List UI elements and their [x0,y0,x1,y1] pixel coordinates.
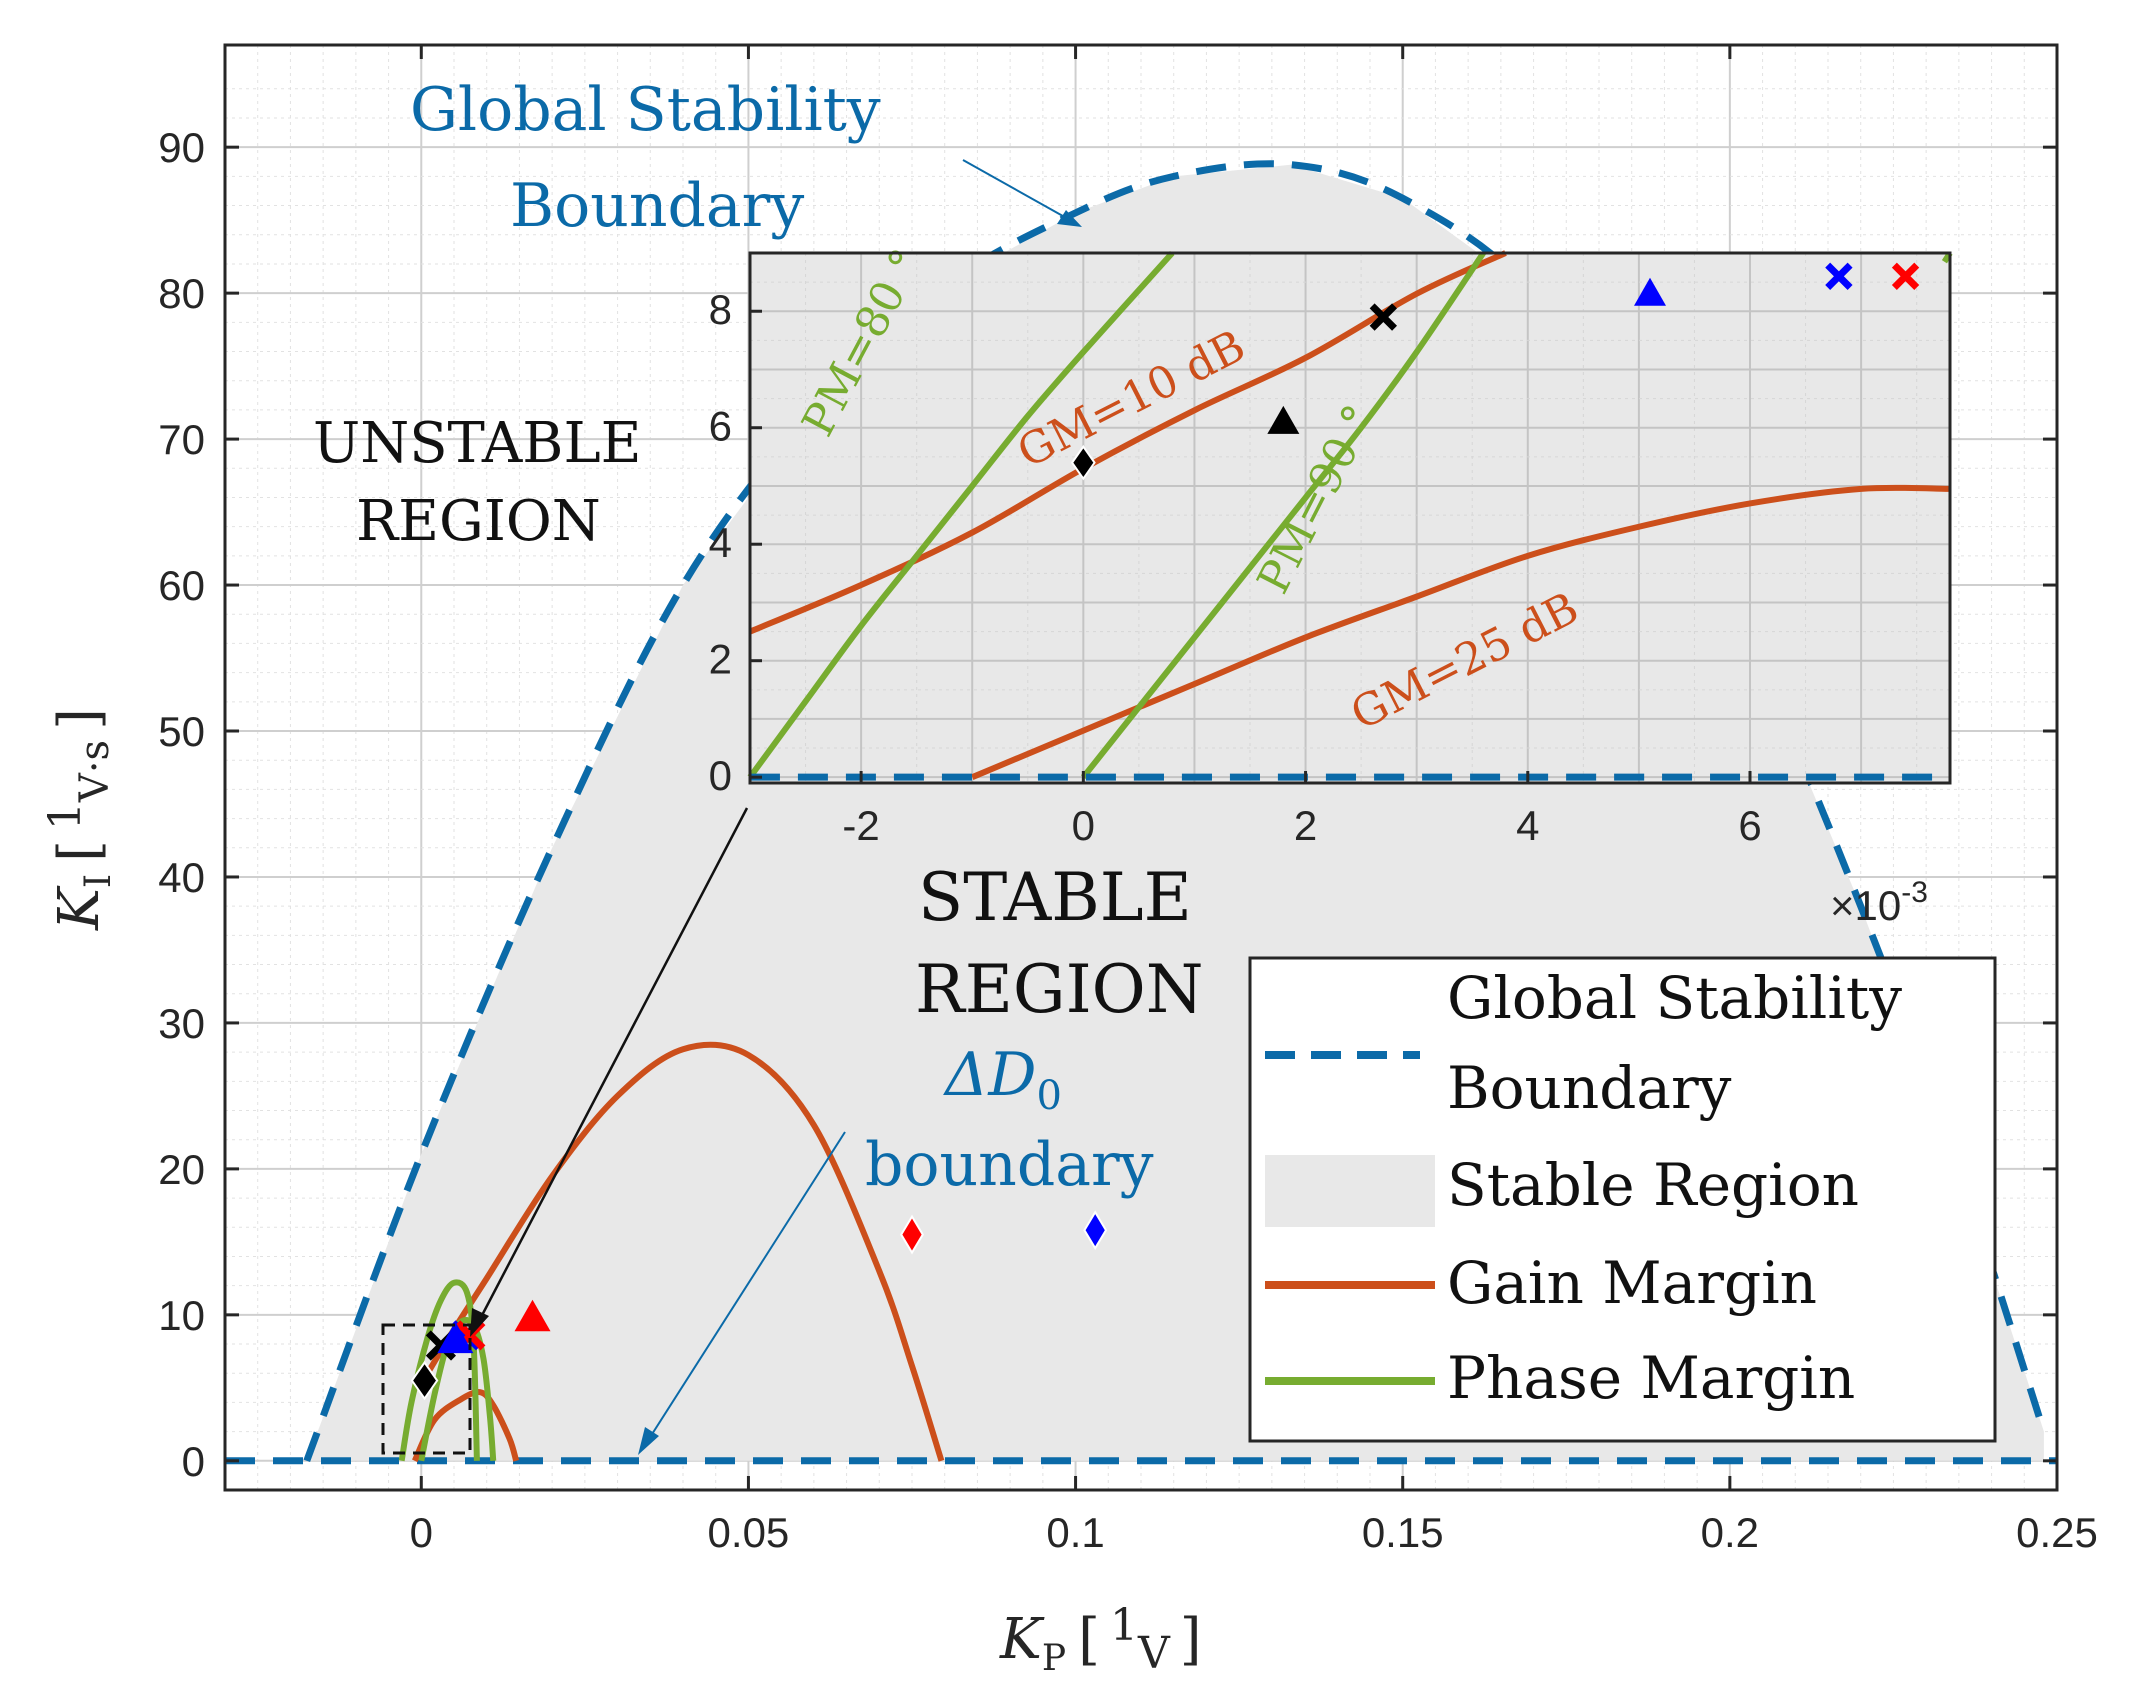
inset-series-2 [747,250,1175,779]
inset-markers [1070,262,1920,481]
inset-x-tick-label: 2 [1294,802,1317,849]
inset-y-tick-label: 6 [709,403,732,450]
series-0 [303,160,2048,1463]
x-axis-label: KP[1V] [999,1600,1202,1679]
main-y-tick-label: 20 [158,1146,205,1193]
main-x-tick-label: 0.05 [708,1509,790,1556]
marker-red-cross-stroke-b [1891,262,1920,290]
inset-x-tick-label: 4 [1516,802,1539,849]
y-axis-label: KI[1V·s] [40,708,119,931]
main-x-tick-label: 0.25 [2016,1509,2098,1556]
main-y-tick-label: 60 [158,562,205,609]
marker-blue-cross-stroke-b [1825,262,1853,290]
inset-x-tick-label: 0 [1072,802,1095,849]
unstable-label-1: UNSTABLE [313,411,642,476]
inset-y-tick-label: 2 [709,636,732,683]
main-x-tick-label: 0.15 [1362,1509,1444,1556]
global-boundary-title-1: Global Stability [410,75,881,145]
unstable-label-2: REGION [356,489,601,554]
series-4 [418,1317,497,1462]
main-y-tick-label: 50 [158,708,205,755]
delta-d0-label: ΔD0 [943,1040,1062,1119]
marker-red-triangle [514,1299,551,1332]
marker-black-diamond [410,1360,439,1401]
marker-blue-triangle [1634,277,1666,306]
marker-black-cross [1369,303,1398,331]
inset-x-tick-label: -2 [842,802,879,849]
marker-blue-diamond [1083,1210,1108,1251]
stable-label-1: STABLE [918,859,1192,936]
global-arrow [962,159,1082,227]
inset-axes-box [748,251,1952,785]
delta-boundary-label: boundary [865,1130,1154,1200]
main-x-tick-label: 0 [410,1509,433,1556]
marker-black-triangle [1267,405,1300,434]
main-y-tick-label: 40 [158,854,205,901]
main-x-tick-label: 0.1 [1046,1509,1104,1556]
main-y-tick-label: 70 [158,416,205,463]
legend-label-gain: Gain Margin [1447,1249,1817,1317]
main-y-tick-label: 10 [158,1292,205,1339]
global-boundary-title-2: Boundary [510,171,804,241]
series-2 [412,1389,520,1463]
legend-label-boundary-2: Boundary [1447,1054,1732,1122]
series-1 [420,1041,945,1462]
inset-y-tick-label: 8 [709,286,732,333]
main-axes-box [223,43,2059,1492]
stable-label-2: REGION [915,951,1204,1028]
inset-ticks: -2 0 2 4 6 0 2 4 6 8 [709,286,1762,849]
main-y-tick-label: 0 [182,1438,205,1485]
legend-label-boundary-1: Global Stability [1447,964,1902,1032]
legend-label-phase: Phase Margin [1447,1344,1855,1412]
marker-blue-triangle [437,1321,474,1354]
inset-x-tick-label: 6 [1738,802,1761,849]
marker-black-diamond [1070,444,1096,481]
main-series [225,160,2057,1465]
delta-arrow [638,1131,846,1455]
marker-red-cross [1891,262,1920,290]
main-x-tick-label: 0.2 [1701,1509,1759,1556]
marker-black-cross-stroke-b [1369,303,1398,331]
zoom-box [381,1323,472,1455]
legend: Global Stability Boundary Stable Region … [1248,956,1997,1443]
legend-swatch-stable [1265,1155,1435,1227]
legend-label-stable: Stable Region [1447,1151,1859,1219]
inset-y-tick-label: 4 [709,519,732,566]
marker-blue-cross [1825,262,1853,290]
marker-red-diamond [900,1214,924,1255]
inset-exponent-label: ×10-3 [1830,876,1928,929]
zoom-arrow [470,807,749,1337]
main-y-tick-label: 80 [158,270,205,317]
main-y-tick-label: 90 [158,124,205,171]
main-markers [410,1210,1108,1401]
inset-series-3 [1080,251,1486,780]
inset-y-tick-label: 0 [709,752,732,799]
main-y-tick-label: 30 [158,1000,205,1047]
